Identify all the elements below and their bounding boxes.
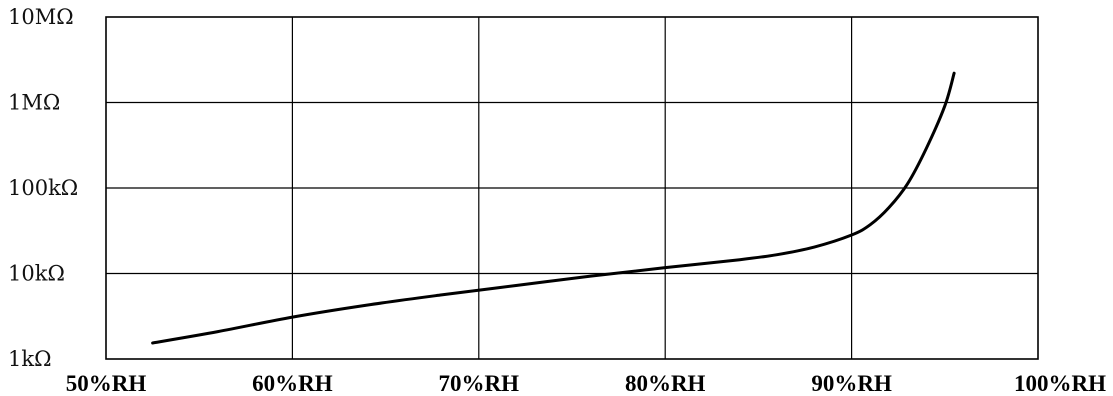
series-line bbox=[151, 71, 956, 345]
x-axis-ticks: 50%RH 60%RH 70%RH 80%RH 90%RH 100%RH bbox=[66, 371, 1106, 396]
x-tick-label: 70%RH bbox=[439, 371, 520, 396]
x-tick-label: 90%RH bbox=[811, 371, 892, 396]
grid bbox=[106, 17, 1038, 359]
x-tick-label: 50%RH bbox=[66, 371, 147, 396]
y-tick-label: 1kΩ bbox=[8, 347, 52, 371]
x-tick-label: 80%RH bbox=[625, 371, 706, 396]
x-tick-label: 100%RH bbox=[1014, 371, 1106, 396]
plot-frame bbox=[105, 16, 1039, 360]
y-tick-label: 100kΩ bbox=[8, 176, 78, 200]
series bbox=[151, 71, 956, 345]
y-tick-label: 1MΩ bbox=[8, 91, 60, 115]
y-tick-label: 10MΩ bbox=[8, 5, 74, 29]
y-axis-ticks: 1kΩ 10kΩ 100kΩ 1MΩ 10MΩ bbox=[8, 5, 78, 371]
y-tick-label: 10kΩ bbox=[8, 262, 65, 286]
x-tick-label: 60%RH bbox=[252, 371, 333, 396]
